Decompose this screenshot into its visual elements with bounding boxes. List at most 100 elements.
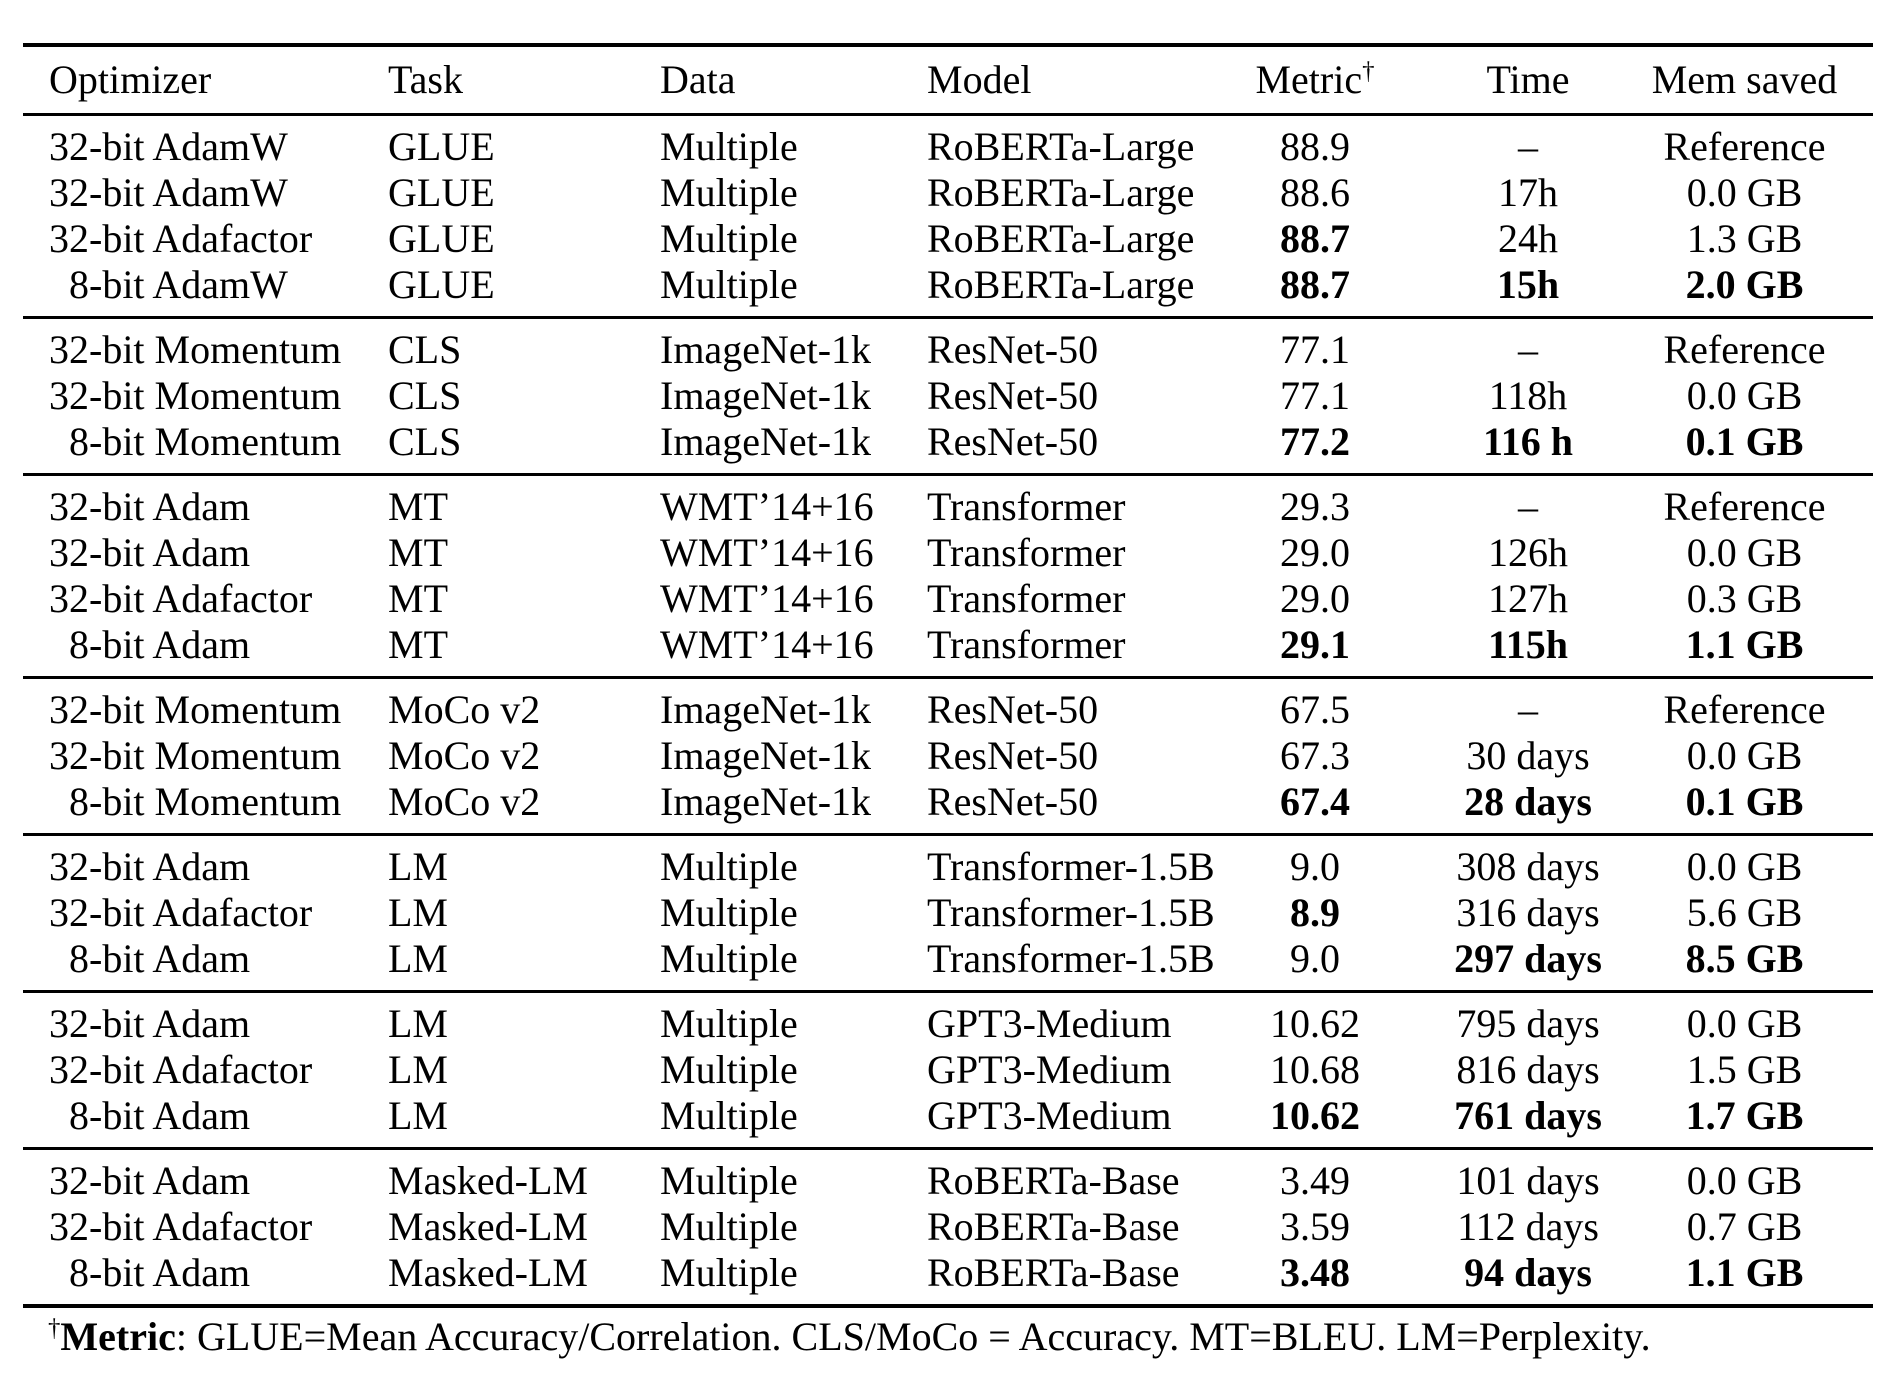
cell-task: GLUE <box>388 262 495 307</box>
cell-mem: 1.1 GB <box>1685 1250 1804 1295</box>
table-group: 32-bit Adam LM Multiple Transformer-1.5B 9.0… <box>23 836 1873 990</box>
group-separator-rule <box>23 833 1873 836</box>
cell-model: Transformer-1.5B <box>927 936 1215 981</box>
cell-time: 761 days <box>1454 1093 1602 1138</box>
cell-metric: 67.5 <box>1280 687 1350 732</box>
cell-time: 795 days <box>1456 1001 1600 1046</box>
column-header-metric: Metric† <box>1255 57 1375 102</box>
cell-task: MoCo v2 <box>388 779 541 824</box>
cell-time: – <box>1518 687 1538 732</box>
cell-mem: 1.3 GB <box>1686 216 1803 261</box>
cell-metric: 10.62 <box>1270 1001 1360 1046</box>
cell-data: Multiple <box>660 1093 798 1138</box>
cell-model: Transformer <box>927 530 1126 575</box>
cell-metric: 3.49 <box>1280 1158 1350 1203</box>
cell-data: Multiple <box>660 170 798 215</box>
table-top-rule <box>23 43 1873 47</box>
cell-data: Multiple <box>660 262 798 307</box>
cell-metric: 67.4 <box>1280 779 1350 824</box>
cell-time: 30 days <box>1466 733 1590 778</box>
table-row: 8-bit Momentum CLS ImageNet-1k ResNet-50 77.… <box>23 419 1873 465</box>
cell-model: Transformer-1.5B <box>927 890 1215 935</box>
cell-time: 118h <box>1488 373 1568 418</box>
cell-task: LM <box>388 1047 448 1092</box>
cell-data: ImageNet-1k <box>660 373 872 418</box>
table-row: 32-bit Adafactor LM Multiple Transformer-1.… <box>23 890 1873 936</box>
cell-model: GPT3-Medium <box>927 1001 1172 1046</box>
cell-model: ResNet-50 <box>927 327 1099 372</box>
cell-optimizer: 32-bit Momentum <box>49 327 342 372</box>
cell-data: Multiple <box>660 1158 798 1203</box>
cell-time: 112 days <box>1457 1204 1599 1249</box>
cell-mem: 0.0 GB <box>1686 1001 1803 1046</box>
table-footnote: †Metric: GLUE=Mean Accuracy/Correlation.… <box>23 1313 1873 1360</box>
cell-mem: 0.0 GB <box>1686 170 1803 215</box>
table-row: 32-bit Adafactor Masked-LM Multiple RoBERTa… <box>23 1204 1873 1250</box>
group-separator-rule <box>23 473 1873 476</box>
column-header-mem: Mem saved <box>1651 57 1838 102</box>
cell-optimizer: 32-bit Adam <box>49 484 251 529</box>
cell-model: ResNet-50 <box>927 373 1099 418</box>
cell-metric: 29.0 <box>1280 576 1350 621</box>
cell-data: ImageNet-1k <box>660 327 872 372</box>
cell-metric: 29.3 <box>1280 484 1350 529</box>
cell-model: Transformer <box>927 484 1126 529</box>
table-header-row: Optimizer Task Data Model Metric† Time Mem sav… <box>23 47 1873 113</box>
group-separator-rule <box>23 676 1873 679</box>
cell-optimizer: 32-bit Adafactor <box>49 1204 313 1249</box>
cell-metric: 9.0 <box>1290 936 1340 981</box>
table-row: 32-bit Momentum MoCo v2 ImageNet-1k ResNet-… <box>23 687 1873 733</box>
cell-task: MT <box>388 622 448 667</box>
cell-model: Transformer <box>927 576 1126 621</box>
cell-metric: 9.0 <box>1290 844 1340 889</box>
cell-time: 297 days <box>1454 936 1602 981</box>
results-table: Optimizer Task Data Model Metric† Time Mem sav… <box>23 43 1873 1360</box>
cell-data: Multiple <box>660 890 798 935</box>
cell-time: 316 days <box>1456 890 1600 935</box>
cell-time: 115h <box>1487 622 1569 667</box>
cell-optimizer: 32-bit Adam <box>49 1158 251 1203</box>
cell-time: – <box>1518 327 1538 372</box>
cell-task: MT <box>388 576 448 621</box>
cell-optimizer: 32-bit Momentum <box>49 687 342 732</box>
cell-model: RoBERTa-Base <box>927 1158 1180 1203</box>
cell-model: ResNet-50 <box>927 687 1099 732</box>
cell-time: 126h <box>1488 530 1568 575</box>
table-row: 8-bit Adam LM Multiple GPT3-Medium 10.62 761 … <box>23 1093 1873 1139</box>
cell-mem: 0.1 GB <box>1685 779 1804 824</box>
table-row: 32-bit Adafactor LM Multiple GPT3-Medium 10.… <box>23 1047 1873 1093</box>
cell-task: LM <box>388 1001 448 1046</box>
cell-mem: 8.5 GB <box>1685 936 1804 981</box>
cell-mem: 0.0 GB <box>1686 733 1803 778</box>
cell-time: – <box>1518 484 1538 529</box>
cell-data: WMT’14+16 <box>660 576 874 621</box>
cell-model: Transformer <box>927 622 1126 667</box>
table-row: 32-bit Adafactor GLUE Multiple RoBERTa-Larg… <box>23 216 1873 262</box>
cell-task: LM <box>388 890 448 935</box>
table-row: 32-bit Adam MT WMT’14+16 Transformer 29.0 126… <box>23 530 1873 576</box>
cell-model: ResNet-50 <box>927 733 1099 778</box>
cell-time: 15h <box>1496 262 1560 307</box>
cell-task: LM <box>388 1093 448 1138</box>
table-row: 32-bit Momentum CLS ImageNet-1k ResNet-50 77… <box>23 373 1873 419</box>
cell-model: RoBERTa-Base <box>927 1204 1180 1249</box>
cell-metric: 88.6 <box>1280 170 1350 215</box>
table-group: 32-bit Adam Masked-LM Multiple RoBERTa-Base… <box>23 1150 1873 1304</box>
cell-mem: 0.0 GB <box>1686 530 1803 575</box>
cell-optimizer: 8-bit Adam <box>69 622 251 667</box>
cell-optimizer: 32-bit AdamW <box>49 124 288 169</box>
cell-task: MT <box>388 530 448 575</box>
cell-optimizer: 32-bit Momentum <box>49 373 342 418</box>
cell-metric: 3.48 <box>1280 1250 1350 1295</box>
table-bottom-rule <box>23 1304 1873 1308</box>
cell-time: 101 days <box>1456 1158 1600 1203</box>
cell-data: Multiple <box>660 1001 798 1046</box>
table-row: 32-bit AdamW GLUE Multiple RoBERTa-Large 88.… <box>23 170 1873 216</box>
cell-mem: 1.1 GB <box>1685 622 1804 667</box>
cell-metric: 88.9 <box>1280 124 1350 169</box>
cell-time: – <box>1518 124 1538 169</box>
cell-model: RoBERTa-Large <box>927 170 1195 215</box>
cell-model: GPT3-Medium <box>927 1047 1172 1092</box>
cell-task: CLS <box>388 327 462 372</box>
